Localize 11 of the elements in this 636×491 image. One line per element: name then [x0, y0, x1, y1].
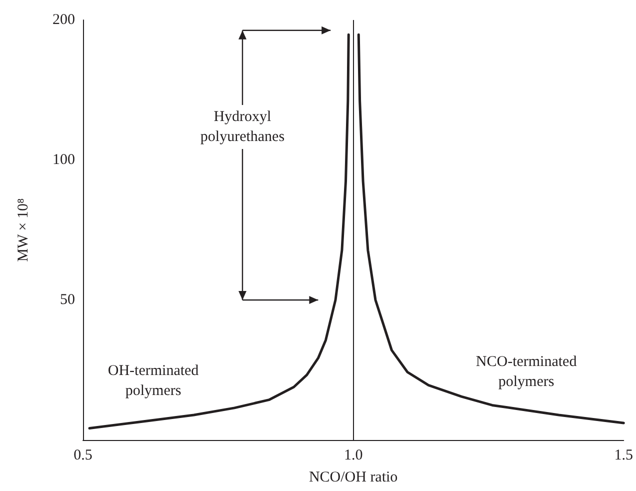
annotation: NCO-terminated polymers	[472, 350, 580, 394]
y-axis-title: MW × 10⁸	[16, 198, 32, 262]
annotation: OH-terminated polymers	[104, 358, 202, 403]
y-tick-label: 200	[52, 12, 75, 28]
x-tick-label: 1.5	[614, 448, 633, 464]
x-tick-label: 0.5	[74, 448, 92, 464]
x-tick-label: 1.0	[344, 448, 363, 464]
x-axis-title: NCO/OH ratio	[308, 470, 398, 486]
y-tick-label: 100	[52, 152, 75, 168]
y-tick-label: 50	[60, 292, 75, 308]
annotation: Hydroxyl polyurethanes	[197, 104, 288, 149]
